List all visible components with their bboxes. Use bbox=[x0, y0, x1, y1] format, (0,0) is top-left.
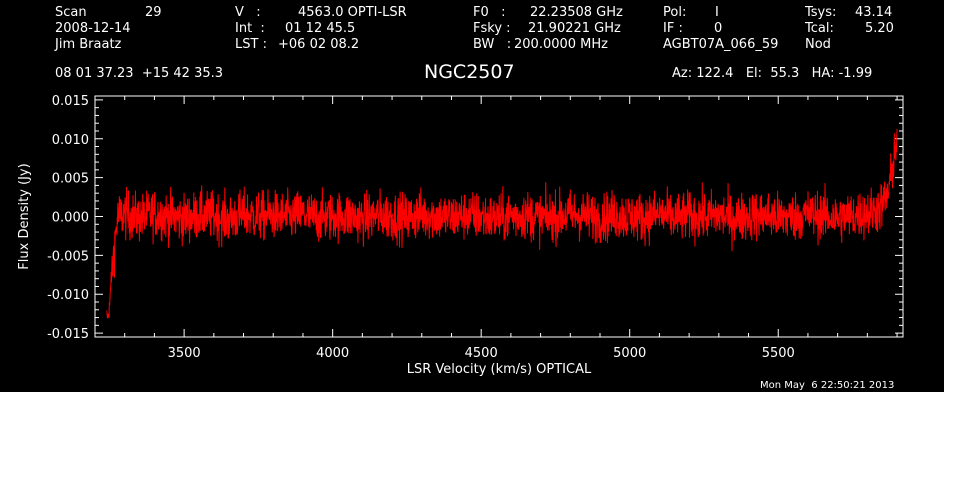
lst-value: +06 02 08.2 bbox=[278, 37, 360, 52]
x-tick-label: 4000 bbox=[316, 346, 349, 361]
y-tick-label: -0.005 bbox=[47, 249, 89, 264]
bw-value: 200.0000 MHz bbox=[514, 37, 608, 52]
plot-panel: Scan 29 2008-12-14 Jim Braatz V : 4563.0… bbox=[0, 0, 944, 392]
velocity-value: 4563.0 OPTI-LSR bbox=[298, 5, 407, 20]
project-id: AGBT07A_066_59 bbox=[663, 37, 779, 52]
pol-label: Pol: bbox=[663, 5, 687, 20]
y-tick-label: -0.010 bbox=[47, 288, 89, 303]
x-axis-label: LSR Velocity (km/s) OPTICAL bbox=[407, 362, 592, 377]
lst-label: LST : bbox=[235, 37, 267, 52]
pointing-info: Az: 122.4 El: 55.3 HA: -1.99 bbox=[672, 66, 873, 81]
observer: Jim Braatz bbox=[55, 37, 122, 52]
pol-value: I bbox=[715, 5, 719, 20]
scan-label: Scan bbox=[55, 5, 87, 20]
bw-label: BW : bbox=[473, 37, 512, 52]
obs-mode: Nod bbox=[805, 37, 831, 52]
tsys-value: 43.14 bbox=[855, 5, 893, 20]
x-tick-label: 5000 bbox=[613, 346, 646, 361]
y-tick-label: 0.005 bbox=[52, 172, 89, 187]
f0-label: F0 : bbox=[473, 5, 506, 20]
spectrum-chart: 3500 4000 4500 5000 5500 -0.015 -0.010 -0.005 0.… bbox=[17, 94, 904, 377]
y-axis-label: Flux Density (Jy) bbox=[17, 163, 32, 269]
f0-value: 22.23508 GHz bbox=[530, 5, 623, 20]
source-coords: 08 01 37.23 +15 42 35.3 bbox=[55, 66, 224, 81]
timestamp: Mon May 6 22:50:21 2013 bbox=[760, 380, 895, 391]
scan-value: 29 bbox=[145, 5, 162, 20]
fsky-label: Fsky : bbox=[473, 21, 511, 36]
x-tick-label: 3500 bbox=[168, 346, 201, 361]
velocity-label: V : bbox=[235, 5, 261, 20]
fsky-value: 21.90221 GHz bbox=[528, 21, 621, 36]
tcal-label: Tcal: bbox=[805, 21, 834, 36]
int-label: Int : bbox=[235, 21, 265, 36]
spectrum-series-line bbox=[106, 129, 898, 319]
y-tick-label: 0.010 bbox=[52, 133, 89, 148]
if-value: 0 bbox=[714, 21, 723, 36]
y-tick-label: 0.015 bbox=[52, 94, 89, 109]
int-value: 01 12 45.5 bbox=[285, 21, 356, 36]
tcal-value: 5.20 bbox=[865, 21, 894, 36]
x-tick-label: 5500 bbox=[762, 346, 795, 361]
obs-date: 2008-12-14 bbox=[55, 21, 131, 36]
x-tick-label: 4500 bbox=[465, 346, 498, 361]
source-name: NGC2507 bbox=[424, 61, 515, 83]
y-tick-label: 0.000 bbox=[52, 211, 89, 226]
tsys-label: Tsys: bbox=[805, 5, 837, 20]
if-label: IF : bbox=[663, 21, 683, 36]
y-tick-label: -0.015 bbox=[47, 327, 89, 342]
